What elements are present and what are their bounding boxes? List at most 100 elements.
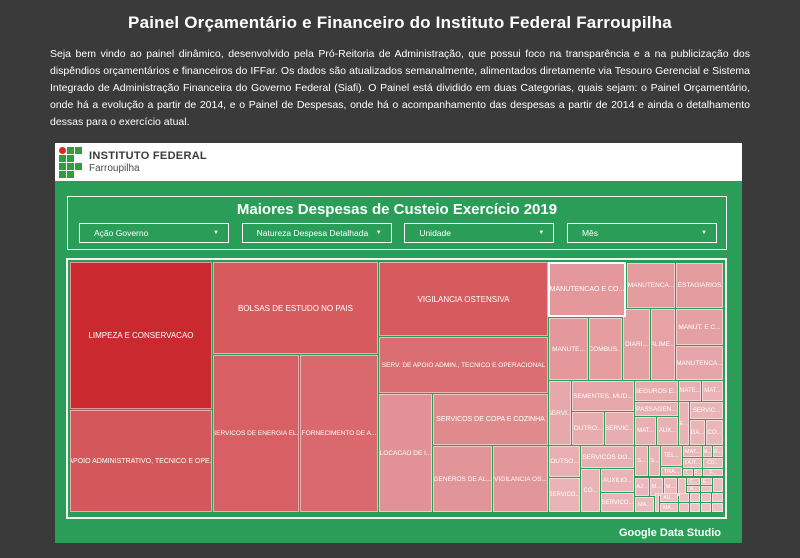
treemap-cell[interactable]: COMBUS... (589, 318, 622, 380)
logo-square-icon (67, 147, 74, 154)
treemap-cell-selected[interactable]: MANUTENCAO E CO... (548, 262, 626, 317)
instituto-federal-logo (59, 147, 82, 178)
logo-subtitle: Farroupilha (89, 163, 140, 174)
treemap-cell[interactable]: SERVI... (549, 381, 571, 445)
treemap-cell[interactable]: OUTRO... (572, 412, 604, 445)
treemap-cell[interactable]: VIGILANCIA OS... (493, 446, 548, 512)
logo-square-icon (67, 171, 74, 178)
treemap-cell[interactable]: ESTAGIARIOS (676, 263, 723, 308)
filter-label: Ação Governo (94, 228, 149, 238)
google-data-studio-link[interactable]: Google Data Studio (618, 527, 721, 539)
treemap-cell[interactable]: VIGILANCIA OSTENSIVA (379, 262, 548, 336)
chart-title: Maiores Despesas de Custeio Exercício 20… (236, 201, 558, 218)
treemap-cell[interactable]: MANUT. E C... (676, 309, 723, 345)
treemap-cell[interactable]: TEL... (661, 446, 682, 466)
treemap-cell[interactable] (690, 503, 700, 512)
treemap-cell[interactable]: SERVICO... (601, 493, 634, 512)
treemap-cell[interactable]: M... (664, 478, 677, 496)
treemap-cell[interactable]: MAT... (702, 381, 723, 401)
treemap-cell[interactable] (701, 486, 712, 492)
logo-square-icon (67, 163, 74, 170)
treemap-cell[interactable]: S... (649, 446, 660, 476)
filter-row: Ação Governo ▼ Natureza Despesa Detalhada ▼… (79, 223, 717, 243)
treemap-cell[interactable]: SERV. DE APOIO ADMIN., TECNICO E OPERACI… (379, 337, 548, 393)
treemap-cell[interactable]: T... (683, 469, 693, 476)
treemap-cell[interactable]: BOLSAS DE ESTUDO NO PAIS (213, 262, 378, 354)
treemap-cell[interactable]: SEMENTES, MUD... (572, 381, 634, 411)
treemap-cell[interactable]: R... (694, 469, 702, 476)
treemap-cell[interactable]: SEGUROS E... (635, 381, 678, 401)
treemap-cell[interactable]: OUTSO... (549, 446, 580, 477)
treemap-cell[interactable]: AJ... (635, 478, 649, 496)
treemap-cell[interactable]: MANUTENCA... (627, 263, 675, 308)
logo-square-icon (59, 171, 66, 178)
treemap-cell[interactable]: A... (687, 486, 700, 492)
treemap-cell[interactable]: PASSAGEN... (635, 402, 678, 416)
treemap-cell[interactable]: MA... (635, 497, 654, 512)
treemap-cell[interactable]: APOIO ADMINISTRATIVO, TECNICO E OPE.. (70, 410, 212, 512)
logo-square-icon (67, 155, 74, 162)
treemap-cell[interactable] (713, 478, 723, 492)
treemap-cell[interactable]: AUXILIO... (601, 469, 634, 492)
treemap-cell[interactable]: M... (703, 446, 712, 457)
treemap-cell[interactable]: MAT... (635, 417, 656, 445)
filter-mes[interactable]: Mês ▼ (566, 223, 717, 243)
treemap-cell[interactable]: E... (701, 478, 712, 485)
treemap-cell[interactable]: LOCACAO DE I... (379, 394, 432, 512)
treemap-cell[interactable] (712, 503, 723, 512)
treemap-cell[interactable]: MANUTENCA... (676, 346, 723, 380)
treemap-cell[interactable]: SERVIC... (690, 402, 723, 419)
treemap-cell[interactable] (690, 493, 700, 502)
treemap-cell[interactable] (655, 493, 659, 512)
treemap-cell[interactable]: TRA... (661, 467, 682, 476)
logo-title: INSTITUTO FEDERAL (89, 150, 207, 162)
treemap-cell[interactable]: MANUTE... (549, 318, 588, 380)
treemap-cell[interactable]: SERVIC... (605, 412, 634, 445)
dashboard-card: INSTITUTO FEDERAL Farroupilha Maiores De… (55, 143, 742, 543)
report-body: Maiores Despesas de Custeio Exercício 20… (55, 181, 742, 543)
treemap-cell[interactable]: MAT... (683, 446, 702, 457)
treemap-cell[interactable]: AU... (660, 493, 678, 502)
treemap-cell[interactable]: SERVICOS DE ENERGIA EL.. (213, 355, 299, 512)
treemap-cell[interactable]: SERVICO... (549, 478, 580, 512)
logo-square-icon (59, 155, 66, 162)
treemap-cell[interactable]: GENEROS DE AL... (433, 446, 492, 512)
treemap-cell[interactable] (701, 503, 711, 512)
treemap-cell[interactable]: R... (713, 446, 723, 457)
treemap-cell[interactable] (701, 493, 711, 502)
filter-unidade[interactable]: Unidade ▼ (404, 223, 555, 243)
treemap-cell[interactable]: SERVICOS DE COPA E COZINHA (433, 394, 548, 445)
filter-natureza-despesa-detalhada[interactable]: Natureza Despesa Detalhada ▼ (241, 223, 392, 243)
treemap-cell[interactable]: CO... (703, 458, 723, 468)
treemap-chart: LIMPEZA E CONSERVACAO APOIO ADMINISTRATIV… (66, 258, 727, 519)
logo-header: INSTITUTO FEDERAL Farroupilha (55, 143, 742, 181)
treemap-cell[interactable]: CO... (706, 420, 723, 445)
treemap-cell[interactable]: FORNECIMENTO DE A... (300, 355, 378, 512)
treemap-cell[interactable]: MATE... (679, 381, 701, 401)
page-title: Painel Orçamentário e Financeiro do Inst… (128, 13, 672, 32)
filter-label: Unidade (419, 228, 451, 238)
treemap-cell[interactable]: GA... (690, 420, 705, 445)
logo-dot-icon (59, 147, 66, 154)
treemap-cell[interactable]: E... (679, 402, 689, 445)
treemap-cell[interactable]: C... (687, 478, 700, 485)
treemap-cell[interactable]: DIARI... (623, 309, 650, 380)
filter-label: Mês (581, 228, 599, 238)
filter-acao-governo[interactable]: Ação Governo ▼ (79, 223, 229, 243)
filter-label: Natureza Despesa Detalhada (256, 228, 369, 238)
treemap-cell[interactable]: AUX... (657, 417, 678, 445)
treemap-cells-container: LIMPEZA E CONSERVACAO APOIO ADMINISTRATIV… (70, 262, 723, 512)
treemap-cell[interactable]: S... (635, 446, 648, 476)
treemap-cell[interactable]: MA... (660, 503, 678, 512)
treemap-cell[interactable]: SERVICOS DO... (581, 446, 634, 468)
treemap-cell[interactable]: ALIME... (651, 309, 675, 380)
treemap-cell[interactable]: OUT... (683, 458, 702, 468)
logo-square-icon (75, 163, 82, 170)
chevron-down-icon: ▼ (701, 230, 707, 236)
treemap-cell[interactable] (679, 503, 689, 512)
treemap-cell[interactable]: F... (703, 469, 723, 476)
treemap-cell[interactable] (712, 493, 723, 502)
treemap-cell[interactable]: CO... (581, 469, 600, 512)
treemap-cell[interactable]: LIMPEZA E CONSERVACAO (70, 262, 212, 409)
treemap-cell[interactable] (679, 493, 689, 502)
